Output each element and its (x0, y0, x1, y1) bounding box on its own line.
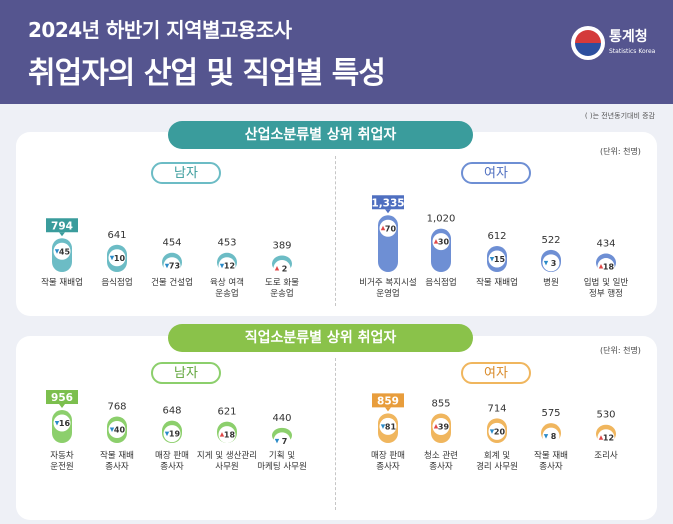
agency-logo: 통계청 Statistics Korea (571, 24, 657, 64)
header-banner: 2024년 하반기 지역별고용조사 취업자의 산업 및 직업별 특성 통계청 S… (0, 0, 673, 104)
occupation-female-label: 여자 (461, 362, 531, 384)
taegeuk-logo-icon (571, 26, 605, 60)
industry-divider (335, 156, 336, 306)
industry-unit-label: (단위: 천명) (600, 147, 641, 156)
header-title-line2: 취업자의 산업 및 직업별 특성 (28, 56, 386, 91)
logo-name: 통계청 (609, 29, 648, 45)
industry-panel (16, 132, 657, 316)
occupation-panel (16, 336, 657, 520)
occupation-male-label: 남자 (151, 362, 221, 384)
industry-female-label: 여자 (461, 162, 531, 184)
industry-panel-title: 산업소분류별 상위 취업자 (168, 121, 473, 149)
header-title-line1: 2024년 하반기 지역별고용조사 (28, 18, 292, 42)
occupation-unit-label: (단위: 천명) (600, 346, 641, 355)
logo-subtitle: Statistics Korea (609, 48, 656, 55)
industry-male-label: 남자 (151, 162, 221, 184)
occupation-divider (335, 358, 336, 510)
change-note: ( )는 전년동기대비 증감 (584, 112, 655, 120)
occupation-panel-title: 직업소분류별 상위 취업자 (168, 324, 473, 352)
